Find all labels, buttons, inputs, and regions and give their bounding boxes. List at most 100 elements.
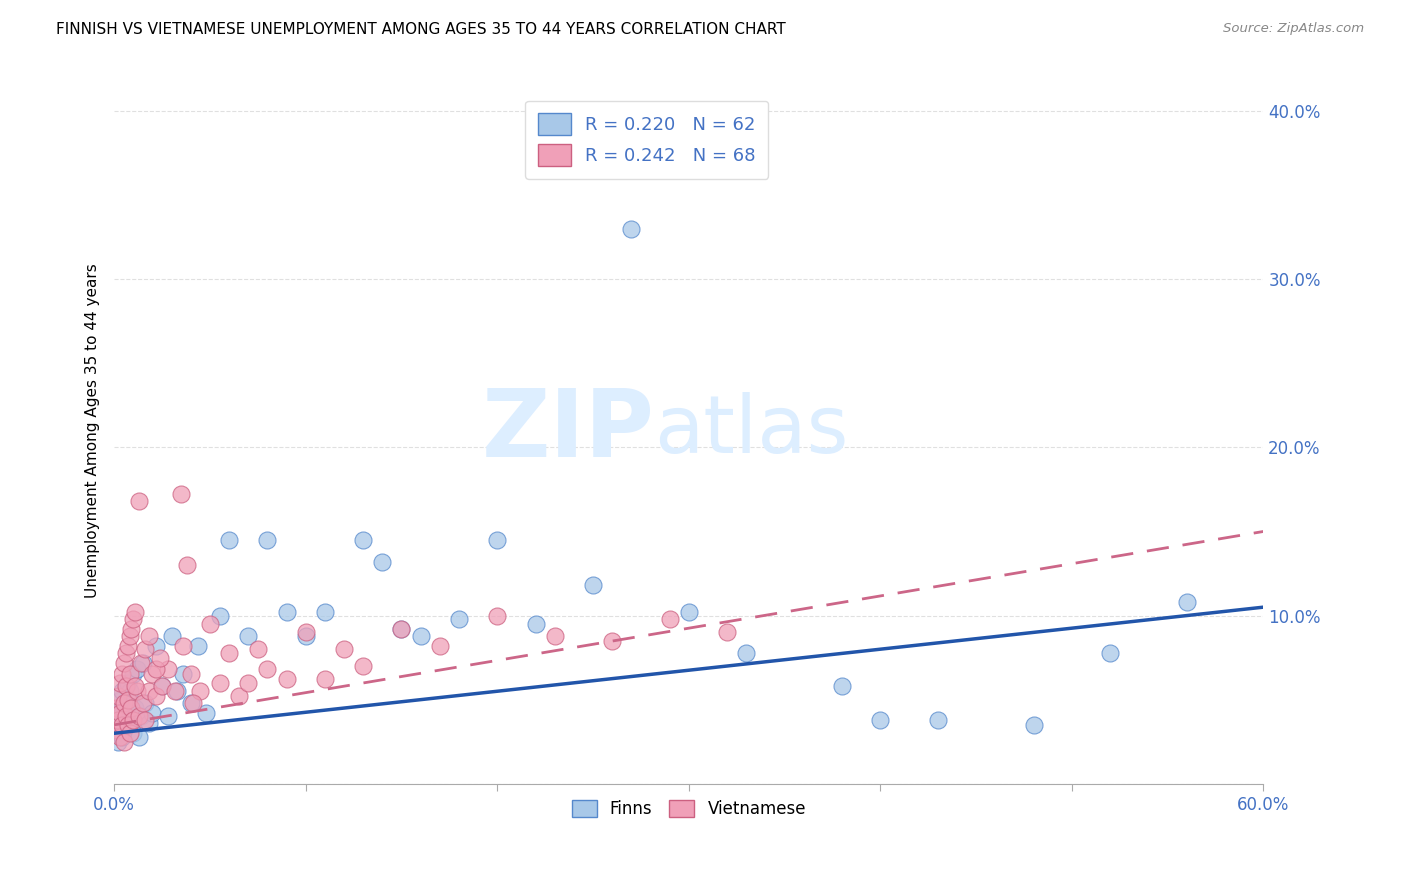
Point	[105, 726, 128, 740]
Point	[138, 629, 160, 643]
Point	[114, 646, 136, 660]
Point	[138, 716, 160, 731]
Point	[111, 684, 134, 698]
Point	[128, 709, 150, 723]
Point	[117, 676, 139, 690]
Point	[132, 656, 155, 670]
Text: Source: ZipAtlas.com: Source: ZipAtlas.com	[1223, 22, 1364, 36]
Point	[118, 629, 141, 643]
Point	[166, 684, 188, 698]
Point	[112, 656, 135, 670]
Point	[122, 667, 145, 681]
Point	[486, 608, 509, 623]
Point	[105, 723, 128, 737]
Point	[333, 642, 356, 657]
Point	[124, 679, 146, 693]
Point	[112, 696, 135, 710]
Point	[108, 692, 131, 706]
Point	[678, 605, 700, 619]
Point	[256, 533, 278, 547]
Point	[486, 533, 509, 547]
Point	[149, 650, 172, 665]
Point	[256, 662, 278, 676]
Point	[108, 730, 131, 744]
Point	[111, 701, 134, 715]
Point	[111, 718, 134, 732]
Point	[246, 642, 269, 657]
Point	[129, 709, 152, 723]
Point	[150, 679, 173, 693]
Point	[118, 726, 141, 740]
Point	[122, 713, 145, 727]
Point	[352, 533, 374, 547]
Point	[314, 605, 336, 619]
Point	[105, 701, 128, 715]
Point	[620, 221, 643, 235]
Point	[1022, 718, 1045, 732]
Point	[112, 696, 135, 710]
Point	[524, 617, 547, 632]
Point	[117, 639, 139, 653]
Point	[156, 662, 179, 676]
Point	[107, 713, 129, 727]
Point	[658, 612, 681, 626]
Point	[172, 667, 194, 681]
Point	[111, 730, 134, 744]
Point	[180, 667, 202, 681]
Point	[118, 706, 141, 720]
Point	[117, 718, 139, 732]
Point	[129, 656, 152, 670]
Point	[107, 713, 129, 727]
Point	[134, 642, 156, 657]
Point	[150, 679, 173, 693]
Point	[276, 673, 298, 687]
Point	[735, 646, 758, 660]
Point	[120, 622, 142, 636]
Point	[180, 696, 202, 710]
Point	[294, 625, 316, 640]
Point	[107, 734, 129, 748]
Y-axis label: Unemployment Among Ages 35 to 44 years: Unemployment Among Ages 35 to 44 years	[86, 263, 100, 598]
Point	[120, 701, 142, 715]
Point	[108, 723, 131, 737]
Point	[869, 713, 891, 727]
Point	[141, 667, 163, 681]
Point	[181, 696, 204, 710]
Point	[190, 684, 212, 698]
Point	[145, 662, 167, 676]
Point	[108, 709, 131, 723]
Point	[228, 690, 250, 704]
Point	[172, 639, 194, 653]
Point	[120, 696, 142, 710]
Point	[127, 684, 149, 698]
Point	[831, 679, 853, 693]
Point	[108, 676, 131, 690]
Point	[141, 706, 163, 720]
Point	[118, 684, 141, 698]
Point	[582, 578, 605, 592]
Point	[114, 705, 136, 719]
Point	[114, 679, 136, 693]
Point	[352, 659, 374, 673]
Point	[117, 718, 139, 732]
Point	[118, 667, 141, 681]
Point	[294, 629, 316, 643]
Point	[124, 605, 146, 619]
Point	[238, 629, 260, 643]
Point	[112, 734, 135, 748]
Point	[371, 555, 394, 569]
Point	[187, 639, 209, 653]
Point	[391, 622, 413, 636]
Point	[170, 487, 193, 501]
Text: atlas: atlas	[654, 392, 849, 469]
Point	[107, 690, 129, 704]
Point	[156, 709, 179, 723]
Point	[120, 713, 142, 727]
Point	[391, 622, 413, 636]
Point	[218, 533, 240, 547]
Point	[208, 676, 231, 690]
Point	[429, 639, 451, 653]
Point	[145, 690, 167, 704]
Point	[145, 639, 167, 653]
Point	[122, 726, 145, 740]
